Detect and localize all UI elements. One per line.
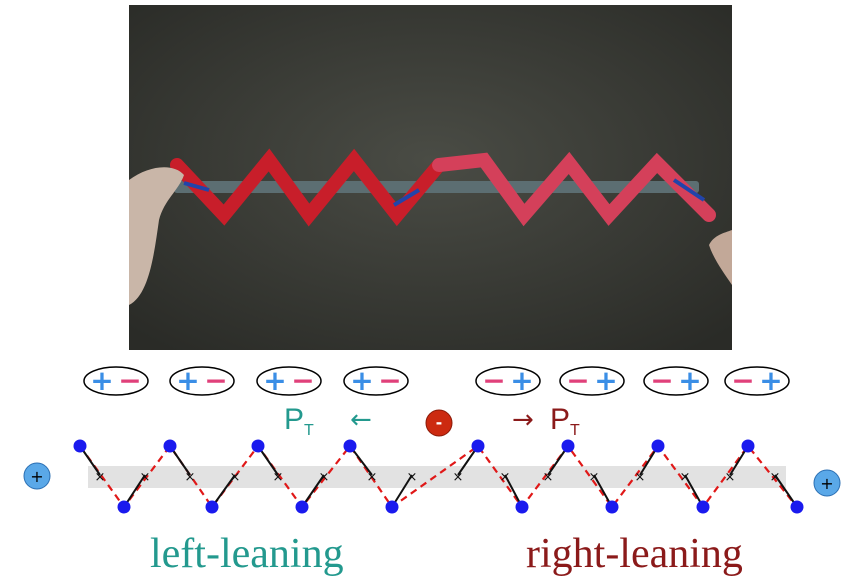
dipole-sign-a: − — [566, 364, 589, 397]
black-link — [211, 474, 236, 508]
dipole-sign-a: − — [482, 364, 505, 397]
pink-links — [432, 151, 716, 227]
chain-node — [515, 500, 529, 514]
chain-node — [251, 439, 265, 453]
dipole-sign-b: + — [678, 364, 701, 397]
dipole-sign-b: + — [510, 364, 533, 397]
pivot-mark: × — [185, 470, 196, 485]
chain-node — [117, 500, 131, 514]
right-pt-symbol: P — [550, 403, 571, 436]
center-charge-sign: - — [436, 413, 443, 432]
dipole-sign-b: − — [118, 364, 141, 397]
right-pt-label: PT — [550, 403, 580, 439]
pivot-mark: × — [680, 470, 691, 485]
chain-node — [205, 500, 219, 514]
chain-node — [73, 439, 87, 453]
base-track — [88, 466, 786, 488]
chain-node — [385, 500, 399, 514]
dipole-row: + − + − + − + − − + − + − + − + — [83, 364, 790, 397]
right-arrow: → — [512, 405, 534, 435]
chain-node — [605, 500, 619, 514]
dipole-sign-b: − — [291, 364, 314, 397]
dipole-left-1: + − — [83, 364, 149, 397]
dipole-sign-a: + — [263, 364, 286, 397]
dipole-left-2: + − — [169, 364, 235, 397]
pivot-mark: × — [319, 470, 330, 485]
dipole-sign-b: + — [759, 364, 782, 397]
pivot-mark: × — [589, 470, 600, 485]
chain-node — [343, 439, 357, 453]
pivot-mark: × — [407, 470, 418, 485]
left-pt-sub: T — [304, 422, 314, 439]
chain-node — [741, 439, 755, 453]
dipole-right-4: − + — [724, 364, 790, 397]
chain-node — [295, 500, 309, 514]
right-hand — [709, 230, 732, 285]
right-pt-sub: T — [570, 422, 580, 439]
left-hand — [129, 167, 184, 305]
right-leaning-label: right-leaning — [526, 531, 743, 577]
left-pt-label: PT — [284, 403, 314, 439]
base-beam — [174, 181, 699, 193]
pivot-mark: × — [273, 470, 284, 485]
dipole-sign-a: − — [731, 364, 754, 397]
chain-node — [790, 500, 804, 514]
zigzag-chain: × × × × × × × × × × × × × × × × — [73, 439, 804, 514]
dipole-left-3: + − — [256, 364, 322, 397]
dipole-sign-a: + — [90, 364, 113, 397]
dipole-right-3: − + — [643, 364, 709, 397]
center-charge: - — [425, 409, 453, 437]
left-leaning-label: left-leaning — [150, 531, 344, 577]
chain-node — [696, 500, 710, 514]
chain-node — [163, 439, 177, 453]
dipole-sign-b: − — [204, 364, 227, 397]
dipole-sign-b: + — [594, 364, 617, 397]
red-zigzag-line — [79, 444, 798, 509]
pivot-mark: × — [367, 470, 378, 485]
pivot-mark: × — [453, 470, 464, 485]
dipole-right-1: − + — [475, 364, 541, 397]
chain-node — [561, 439, 575, 453]
dipole-left-4: + − — [343, 364, 409, 397]
dipole-sign-a: + — [350, 364, 373, 397]
left-arrow: ← — [350, 405, 372, 435]
chain-node — [471, 439, 485, 453]
pivot-mark: × — [95, 470, 106, 485]
right-end-charge: + — [813, 469, 841, 497]
pivot-mark: × — [770, 470, 781, 485]
left-end-charge-sign: + — [30, 467, 43, 486]
dipole-sign-b: − — [378, 364, 401, 397]
left-end-charge: + — [23, 462, 51, 490]
dipole-right-2: − + — [559, 364, 625, 397]
pivot-mark: × — [725, 470, 736, 485]
pivot-mark: × — [230, 470, 241, 485]
model-photo — [129, 5, 732, 350]
left-pt-symbol: P — [284, 403, 305, 436]
pivot-mark: × — [543, 470, 554, 485]
right-end-charge-sign: + — [820, 474, 833, 493]
pivot-mark: × — [635, 470, 646, 485]
chain-node — [651, 439, 665, 453]
dipole-sign-a: + — [176, 364, 199, 397]
pivot-mark: × — [140, 470, 151, 485]
red-links — [170, 148, 446, 227]
pivot-mark: × — [500, 470, 511, 485]
dipole-sign-a: − — [650, 364, 673, 397]
